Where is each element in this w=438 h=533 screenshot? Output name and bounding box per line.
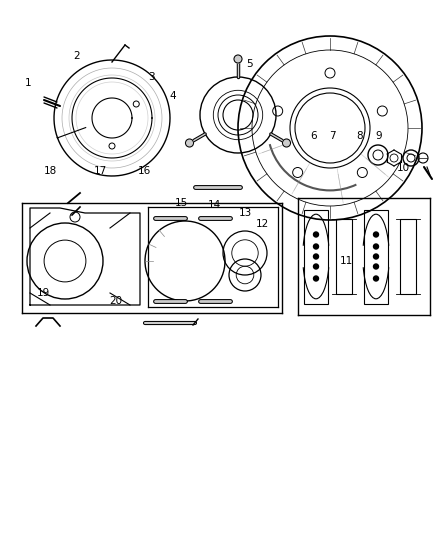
Circle shape (374, 244, 378, 249)
Circle shape (374, 254, 378, 259)
Circle shape (374, 264, 378, 269)
Text: 3: 3 (148, 72, 155, 82)
Circle shape (186, 139, 194, 147)
Text: 2: 2 (73, 51, 80, 61)
Text: 12: 12 (256, 219, 269, 229)
Text: 10: 10 (396, 163, 410, 173)
Circle shape (374, 276, 378, 281)
Text: 9: 9 (375, 131, 382, 141)
Circle shape (314, 232, 318, 237)
Text: 5: 5 (246, 59, 253, 69)
Text: 7: 7 (329, 131, 336, 141)
Text: 8: 8 (356, 131, 363, 141)
Circle shape (314, 264, 318, 269)
Text: 1: 1 (25, 78, 32, 87)
Text: 18: 18 (44, 166, 57, 175)
Circle shape (374, 232, 378, 237)
Circle shape (314, 276, 318, 281)
Text: 6: 6 (310, 131, 317, 141)
Circle shape (234, 55, 242, 63)
Circle shape (314, 244, 318, 249)
Bar (336, 219, 353, 294)
Text: 20: 20 (110, 296, 123, 306)
Bar (399, 219, 417, 294)
Text: 4: 4 (170, 91, 177, 101)
Text: 15: 15 (175, 198, 188, 207)
Text: 19: 19 (37, 288, 50, 298)
Circle shape (283, 139, 290, 147)
Text: 11: 11 (339, 256, 353, 266)
Text: 14: 14 (208, 200, 221, 210)
Text: 17: 17 (94, 166, 107, 175)
Text: 16: 16 (138, 166, 151, 175)
Bar (304, 209, 328, 303)
Bar (364, 209, 388, 303)
Text: 13: 13 (239, 208, 252, 218)
Circle shape (314, 254, 318, 259)
